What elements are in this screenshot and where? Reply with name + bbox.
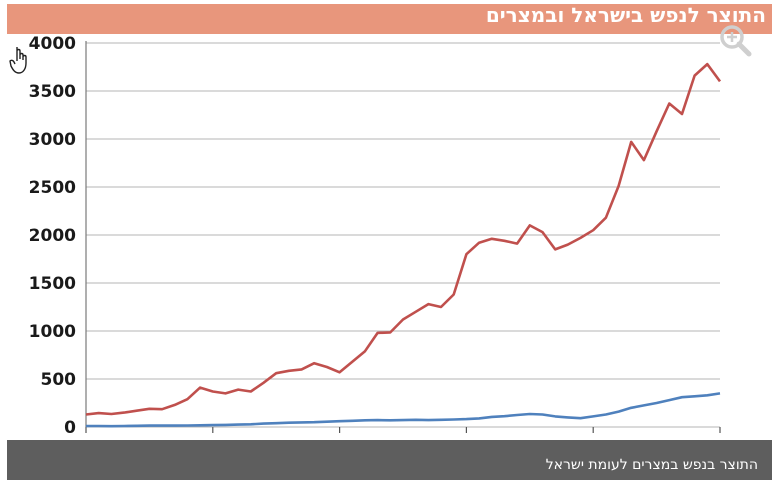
y-tick-label: 0 bbox=[64, 418, 76, 438]
y-tick-label: 1500 bbox=[29, 274, 76, 294]
y-tick-label: 2500 bbox=[29, 178, 76, 198]
chart-header bbox=[7, 4, 772, 34]
y-tick-label: 2000 bbox=[29, 226, 76, 246]
hand-pointer-icon bbox=[9, 45, 33, 77]
caption-bar bbox=[7, 440, 772, 480]
y-tick-label: 1000 bbox=[29, 322, 76, 342]
zoom-in-icon[interactable] bbox=[717, 22, 753, 58]
series-line-israel bbox=[85, 62, 722, 416]
chart-title: התוצר לנפש בישראל ובמצרים bbox=[485, 3, 766, 27]
y-tick-label: 3000 bbox=[29, 130, 76, 150]
y-tick-label: 500 bbox=[41, 370, 77, 390]
chart-caption: התוצר בנפש במצרים לעומת ישראל bbox=[545, 457, 758, 473]
y-tick-label: 4000 bbox=[29, 34, 76, 54]
y-tick-label: 3500 bbox=[29, 82, 76, 102]
series-line-egypt bbox=[86, 392, 721, 428]
